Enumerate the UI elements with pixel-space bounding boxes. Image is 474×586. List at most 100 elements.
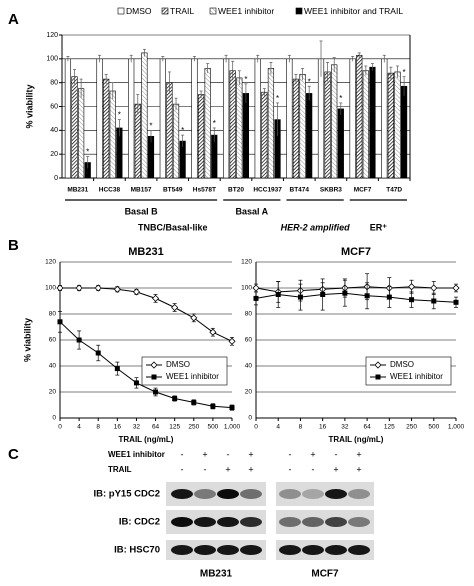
blot-band	[240, 545, 262, 555]
bar	[337, 108, 344, 179]
x-tick-label: MB157	[131, 187, 152, 194]
significance-marker: *	[339, 94, 342, 103]
bar	[191, 58, 198, 179]
y-tick-label: 20	[50, 151, 58, 158]
significance-marker: *	[308, 77, 311, 86]
x-tick-label: BT549	[163, 187, 183, 194]
group-label: ER⁺	[370, 222, 388, 232]
marker	[94, 284, 102, 292]
antibody-label: IB: HSC70	[114, 545, 160, 556]
marker	[431, 298, 437, 304]
blot-band	[325, 489, 347, 499]
legend-label: WEE1 inhibitor	[218, 6, 274, 16]
y-tick-label: 80	[245, 311, 253, 318]
marker	[297, 294, 303, 300]
x-tick-label: 1,000	[224, 424, 241, 431]
treatment-sign: +	[356, 464, 361, 474]
significance-marker: *	[403, 68, 406, 77]
legend-label: DMSO	[126, 6, 152, 16]
bar	[71, 76, 78, 179]
y-tick-label: 40	[50, 127, 58, 134]
blot-band	[348, 489, 370, 499]
bar	[394, 71, 401, 179]
blot-band	[171, 545, 193, 555]
x-axis-label: TRAIL (ng/mL)	[329, 435, 384, 444]
bar	[349, 58, 356, 179]
bar	[204, 68, 211, 179]
y-tick-label: 60	[50, 103, 58, 110]
x-tick-label: 16	[319, 424, 327, 431]
marker	[75, 284, 83, 292]
legend-box	[365, 356, 452, 386]
treatment-sign: -	[335, 449, 338, 459]
blot-band	[194, 517, 216, 527]
treatment-sign: -	[181, 449, 184, 459]
x-tick-label: 125	[384, 424, 395, 431]
treatment-label: TRAIL	[108, 465, 132, 474]
legend-label: TRAIL	[170, 6, 194, 16]
marker	[253, 295, 259, 301]
blot-band	[240, 489, 262, 499]
bar	[229, 70, 236, 179]
treatment-sign: +	[310, 449, 315, 459]
bar	[103, 78, 110, 179]
group-label: TNBC/Basal-like	[138, 222, 208, 232]
x-tick-label: 4	[276, 424, 280, 431]
marker	[57, 319, 63, 325]
blot-band	[279, 489, 301, 499]
marker	[171, 303, 179, 312]
chart-title: MCF7	[341, 246, 371, 258]
y-axis-label: % viability	[22, 318, 32, 362]
blot-band	[194, 489, 216, 499]
legend-marker	[375, 374, 381, 380]
antibody-label: IB: pY15 CDC2	[93, 489, 160, 500]
marker	[409, 297, 415, 303]
y-tick-label: 20	[49, 389, 57, 396]
marker	[275, 292, 281, 297]
blot-band	[348, 545, 370, 555]
bar	[223, 58, 230, 179]
y-tick-label: 120	[45, 259, 56, 266]
treatment-sign: -	[289, 464, 292, 474]
marker	[191, 399, 197, 405]
bar	[141, 52, 148, 179]
y-tick-label: 60	[245, 337, 253, 344]
legend-marker	[150, 361, 158, 369]
bar	[147, 135, 155, 179]
y-tick-label: 40	[245, 363, 253, 370]
x-tick-label: 64	[152, 424, 160, 431]
blot-band	[279, 517, 301, 527]
bar	[78, 88, 85, 179]
x-tick-label: 0	[58, 424, 62, 431]
legend-swatch	[295, 7, 303, 15]
treatment-sign: +	[248, 464, 253, 474]
x-tick-label: BT474	[290, 187, 310, 194]
x-tick-label: 16	[114, 424, 122, 431]
marker	[153, 389, 159, 395]
x-tick-label: 250	[188, 424, 199, 431]
bar	[356, 54, 363, 179]
bar	[134, 103, 141, 179]
y-tick-label: 60	[49, 337, 57, 344]
bar	[306, 93, 313, 179]
treatment-sign: +	[202, 449, 207, 459]
blot-band	[217, 489, 239, 499]
legend-box	[141, 356, 228, 386]
blot-band	[302, 545, 324, 555]
group-label: Basal B	[125, 206, 159, 216]
x-tick-label: 64	[363, 424, 371, 431]
x-tick-label: 8	[96, 424, 100, 431]
bar	[172, 103, 180, 179]
series-line	[255, 286, 456, 293]
bar	[109, 90, 116, 179]
legend-label: DMSO	[166, 360, 190, 369]
legend-label: WEE1 inhibitor and TRAIL	[304, 6, 403, 16]
x-tick-label: 1,000	[448, 424, 465, 431]
blot-band	[279, 545, 301, 555]
bar	[362, 70, 369, 179]
marker	[56, 284, 64, 292]
marker	[209, 328, 217, 336]
blot-band	[171, 489, 193, 499]
marker	[133, 380, 139, 386]
marker	[151, 294, 160, 302]
